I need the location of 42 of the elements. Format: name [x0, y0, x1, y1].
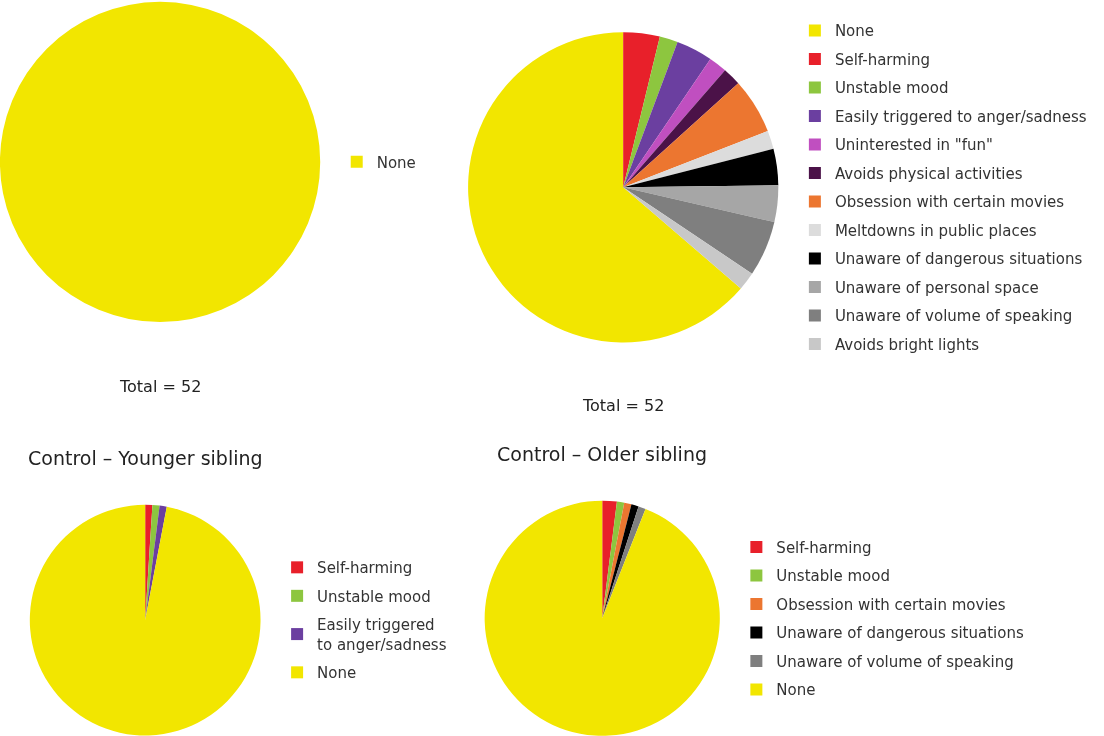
legend-label: Obsession with certain movies: [776, 595, 1006, 614]
legend-label: Unaware of volume of speaking: [776, 652, 1014, 671]
legend-label: Meltdowns in public places: [834, 221, 1037, 240]
legend-label: None: [376, 153, 416, 172]
pie-slice: [623, 59, 726, 188]
pie-slice: [29, 504, 261, 736]
legend-label: None: [834, 22, 875, 41]
legend-label: Unaware of dangerous situations: [776, 624, 1024, 643]
legend-label: Easily triggered to anger/sadness: [834, 107, 1087, 126]
pie-slice: [623, 32, 660, 188]
legend-label: Avoids bright lights: [834, 335, 980, 354]
legend-label: Uninterested in "fun": [834, 136, 993, 155]
pie-slice: [623, 131, 774, 188]
legend-label: Unstable mood: [834, 79, 949, 98]
pie-slice: [602, 501, 625, 619]
pie-slice: [623, 187, 775, 274]
text: Total = 52: [582, 396, 665, 415]
legend-label: Obsession with certain movies: [834, 193, 1065, 212]
pie-slice: [623, 185, 779, 223]
pie-slice: [623, 83, 768, 188]
legend-label: None: [317, 664, 357, 683]
legend-label: Easily triggered to anger/sadness: [317, 616, 447, 654]
text: Total = 52: [119, 377, 202, 396]
pie-slice: [468, 32, 741, 343]
legend-label: Unaware of volume of speaking: [834, 307, 1073, 326]
legend-label: Self-harming: [317, 559, 413, 578]
legend-label: Avoids physical activities: [834, 164, 1023, 183]
chart-title: Control – Younger sibling: [28, 447, 263, 469]
pie-slice: [623, 187, 753, 289]
legend-label: Unstable mood: [317, 587, 431, 606]
legend-label: None: [776, 681, 816, 700]
pie-slice: [602, 500, 617, 619]
chart-title: Control – Older sibling: [497, 443, 707, 465]
legend-label: Unstable mood: [776, 567, 890, 586]
legend-label: Unaware of personal space: [834, 278, 1039, 297]
pie-slice: [623, 42, 711, 188]
pie-slice: [623, 148, 779, 188]
pie-slice: [145, 505, 167, 621]
legend-label: Self-harming: [776, 538, 872, 557]
legend-label: Self-harming: [834, 50, 931, 69]
legend-label: Unaware of dangerous situations: [834, 250, 1083, 269]
pie-slice: [484, 500, 720, 736]
